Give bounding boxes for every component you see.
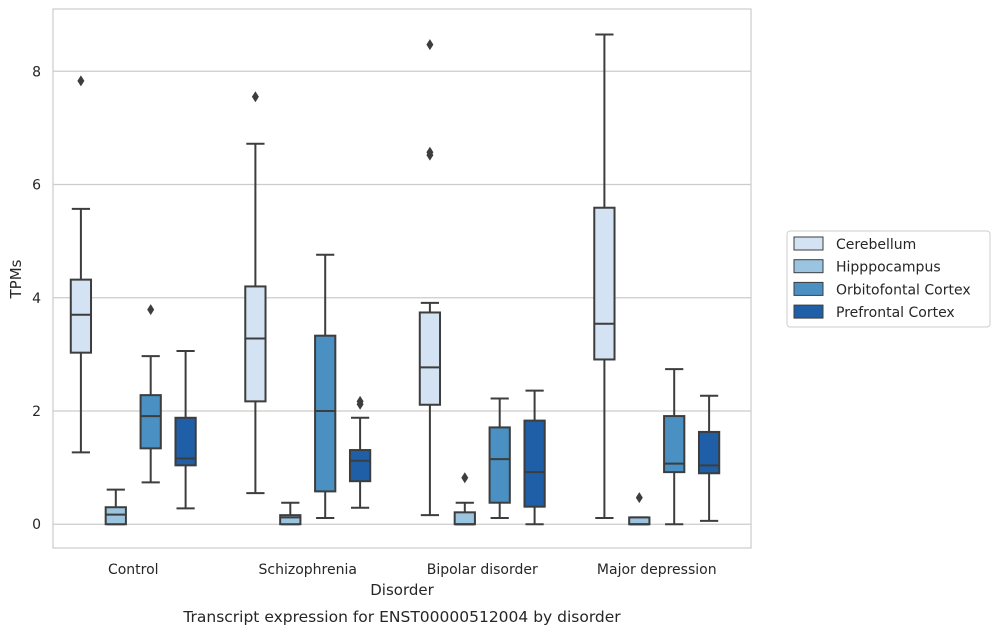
iqr-box xyxy=(593,206,616,361)
iqr-box xyxy=(244,285,267,403)
legend-swatch xyxy=(793,304,824,319)
iqr-box xyxy=(418,311,442,406)
box-cerebellum xyxy=(593,33,616,519)
x-tick-label: Major depression xyxy=(597,562,717,578)
iqr-box xyxy=(628,516,651,526)
legend-swatch xyxy=(793,281,824,296)
x-axis-label: Disorder xyxy=(370,581,434,599)
y-tick-label: 8 xyxy=(32,64,41,80)
legend-label: Orbitofontal Cortex xyxy=(836,282,971,298)
y-axis-label: TPMs xyxy=(7,259,25,299)
box-prefrontal-cortex xyxy=(523,389,546,526)
x-tick-label: Control xyxy=(108,562,159,578)
iqr-box xyxy=(453,511,476,526)
iqr-box xyxy=(104,506,127,526)
iqr-box xyxy=(314,334,337,493)
box-prefrontal-cortex xyxy=(348,395,372,509)
iqr-box xyxy=(174,416,197,467)
iqr-box xyxy=(697,430,721,475)
boxes xyxy=(69,33,721,526)
iqr-box xyxy=(69,278,93,354)
outlier-point xyxy=(251,91,259,103)
box-cerebellum xyxy=(69,75,93,454)
outlier-point xyxy=(147,304,155,316)
box-hipppocampus xyxy=(104,488,127,526)
outlier-point xyxy=(635,492,643,504)
x-tick-label: Schizophrenia xyxy=(259,562,357,578)
outlier-point xyxy=(77,75,85,87)
box-orbitofontal-cortex xyxy=(488,397,511,519)
outlier-point xyxy=(426,146,434,158)
legend-label: Cerebellum xyxy=(836,237,916,253)
box-prefrontal-cortex xyxy=(697,394,721,522)
box-cerebellum xyxy=(244,91,267,495)
x-tick-labels: Control Schizophrenia Bipolar disorder Majo… xyxy=(108,562,717,578)
box-hipppocampus xyxy=(279,501,302,526)
y-tick-label: 6 xyxy=(32,178,41,194)
iqr-box xyxy=(488,426,511,504)
x-tick-label: Bipolar disorder xyxy=(427,562,538,578)
box-hipppocampus xyxy=(453,472,476,526)
box-hipppocampus xyxy=(628,492,651,526)
box-cerebellum xyxy=(418,39,442,517)
box-orbitofontal-cortex xyxy=(314,253,337,519)
y-tick-label: 2 xyxy=(32,404,41,420)
legend-swatch xyxy=(793,259,824,274)
iqr-box xyxy=(663,415,686,474)
box-orbitofontal-cortex xyxy=(139,304,162,484)
legend-label: Hipppocampus xyxy=(836,260,941,276)
iqr-box xyxy=(139,394,162,450)
plot-area xyxy=(52,8,752,549)
outlier-point xyxy=(426,39,434,51)
legend: Cerebellum Hipppocampus Orbitofontal Corte… xyxy=(786,230,991,328)
box-orbitofontal-cortex xyxy=(663,368,686,526)
outlier-point xyxy=(461,472,469,484)
y-tick-labels: 0 2 4 6 8 xyxy=(32,64,41,533)
iqr-box xyxy=(279,514,302,526)
iqr-box xyxy=(348,449,372,483)
y-tick-label: 4 xyxy=(32,291,41,307)
legend-label: Prefrontal Cortex xyxy=(836,305,955,321)
iqr-box xyxy=(523,419,546,508)
chart-caption: Transcript expression for ENST0000051200… xyxy=(182,608,621,626)
y-tick-label: 0 xyxy=(32,517,41,533)
box-prefrontal-cortex xyxy=(174,349,197,510)
legend-swatch xyxy=(793,236,824,251)
legend-frame xyxy=(786,230,991,328)
outlier-point xyxy=(356,395,364,407)
